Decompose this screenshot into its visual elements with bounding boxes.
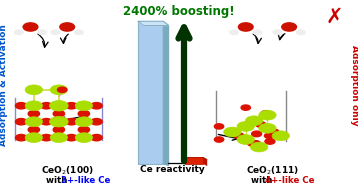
Circle shape [41, 119, 52, 125]
Polygon shape [163, 21, 169, 165]
Text: 4+-like Ce: 4+-like Ce [265, 176, 315, 185]
Text: Adsorption only: Adsorption only [350, 45, 358, 125]
Circle shape [224, 127, 241, 137]
Text: 3+-like Ce: 3+-like Ce [61, 176, 110, 185]
Circle shape [251, 141, 260, 146]
Circle shape [259, 110, 276, 120]
Text: ✗: ✗ [325, 7, 343, 27]
Circle shape [66, 134, 77, 141]
Circle shape [214, 124, 224, 129]
Circle shape [50, 133, 68, 143]
Circle shape [238, 23, 253, 31]
Circle shape [282, 23, 296, 31]
Circle shape [25, 117, 43, 127]
Circle shape [66, 103, 77, 109]
Circle shape [238, 124, 248, 129]
Circle shape [75, 133, 93, 143]
Bar [185, 157, 203, 164]
Circle shape [74, 30, 84, 35]
Circle shape [53, 126, 64, 133]
Bar [138, 21, 163, 164]
Circle shape [78, 111, 90, 117]
Circle shape [14, 30, 23, 35]
Circle shape [75, 101, 93, 111]
Circle shape [25, 133, 43, 143]
Circle shape [214, 137, 224, 142]
Circle shape [53, 111, 64, 117]
Circle shape [25, 101, 43, 111]
Circle shape [252, 131, 262, 137]
Circle shape [265, 139, 275, 144]
Circle shape [259, 123, 276, 133]
Circle shape [241, 105, 250, 110]
Circle shape [261, 111, 270, 116]
Circle shape [296, 30, 306, 35]
Circle shape [237, 122, 255, 131]
Circle shape [28, 111, 39, 117]
Text: CeO$_2$(111): CeO$_2$(111) [246, 165, 299, 177]
Circle shape [75, 117, 93, 127]
Circle shape [272, 131, 290, 141]
Circle shape [229, 30, 239, 35]
Circle shape [25, 85, 43, 95]
Circle shape [58, 87, 67, 92]
Text: Ce reactivity: Ce reactivity [140, 165, 205, 174]
Circle shape [273, 30, 282, 35]
Circle shape [253, 30, 262, 35]
Circle shape [38, 30, 47, 35]
Circle shape [49, 116, 68, 127]
Circle shape [66, 119, 77, 125]
Circle shape [15, 119, 27, 125]
Circle shape [256, 122, 266, 127]
Circle shape [49, 101, 68, 111]
Circle shape [78, 126, 90, 133]
Circle shape [91, 119, 102, 125]
Circle shape [246, 116, 263, 126]
Circle shape [237, 135, 255, 144]
Text: with: with [45, 176, 70, 185]
Circle shape [91, 103, 102, 109]
Circle shape [250, 142, 268, 152]
Circle shape [50, 85, 68, 95]
Circle shape [15, 134, 27, 141]
Circle shape [23, 23, 38, 31]
Circle shape [60, 23, 74, 31]
Text: CeO$_2$(100): CeO$_2$(100) [41, 165, 94, 177]
Circle shape [41, 134, 52, 141]
Circle shape [28, 126, 39, 133]
Polygon shape [185, 157, 207, 160]
Circle shape [41, 103, 52, 109]
Circle shape [15, 103, 27, 109]
Text: 2400% boosting!: 2400% boosting! [123, 5, 235, 18]
Circle shape [269, 129, 279, 135]
Polygon shape [203, 157, 207, 166]
Circle shape [91, 134, 102, 141]
Circle shape [51, 30, 60, 35]
Text: with: with [251, 176, 275, 185]
Text: Adsorption & Activation: Adsorption & Activation [0, 24, 8, 146]
Polygon shape [138, 21, 169, 26]
Circle shape [247, 140, 257, 146]
Circle shape [265, 133, 274, 138]
Circle shape [234, 133, 244, 139]
